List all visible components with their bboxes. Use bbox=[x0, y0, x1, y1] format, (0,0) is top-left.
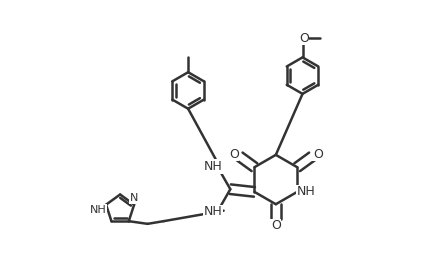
Text: O: O bbox=[313, 148, 323, 161]
Text: O: O bbox=[229, 148, 239, 161]
Text: N: N bbox=[130, 193, 138, 203]
Text: NH: NH bbox=[203, 160, 222, 173]
Text: NH: NH bbox=[203, 205, 222, 218]
Text: O: O bbox=[271, 219, 281, 232]
Text: NH: NH bbox=[90, 205, 107, 215]
Text: NH: NH bbox=[296, 185, 315, 198]
Text: O: O bbox=[299, 31, 309, 44]
